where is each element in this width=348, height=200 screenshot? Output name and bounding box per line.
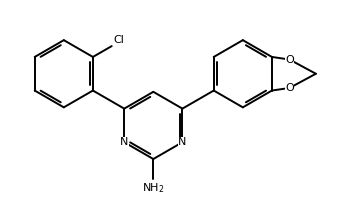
- Text: O: O: [285, 83, 294, 93]
- Text: N: N: [120, 137, 128, 147]
- Text: NH$_2$: NH$_2$: [142, 181, 165, 195]
- Text: Cl: Cl: [114, 35, 125, 45]
- Text: O: O: [285, 55, 294, 65]
- Text: N: N: [178, 137, 187, 147]
